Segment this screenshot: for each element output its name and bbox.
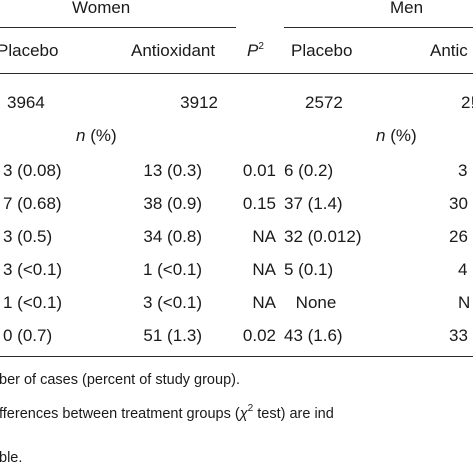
cell-men-antioxidant: N [458,293,471,312]
cell-men-antioxidant: 26 [449,227,468,246]
cell-men-placebo: None [295,293,337,312]
women-spanner-rule [0,27,236,28]
cell-p-value: NA [252,293,276,312]
header-rule [0,73,473,74]
col-header-men-placebo: Placebo [291,41,353,60]
cell-women-placebo: 1 (<0.1) [3,293,63,312]
cell-women-placebo: 3 (<0.1) [3,260,63,279]
cell-women-antioxidant: 38 (0.9) [143,194,202,213]
col-header-women-antioxidant: Antioxidant [131,41,216,60]
cell-p-value: 0.02 [242,326,276,345]
cell-p-value: 0.15 [242,194,276,213]
cell-women-antioxidant: 13 (0.3) [143,161,202,180]
cell-men-antioxidant: 3 [458,161,468,180]
total-women-placebo: 3964 [7,93,45,112]
cell-men-placebo: 37 (1.4) [284,194,343,213]
cell-men-placebo: 32 (0.012) [284,227,362,246]
cell-women-antioxidant: 1 (<0.1) [142,260,202,279]
cell-men-placebo: 6 (0.2) [284,161,334,180]
cell-men-antioxidant: 4 [458,260,468,279]
cell-women-antioxidant: 3 (<0.1) [142,293,202,312]
cell-women-antioxidant: 34 (0.8) [143,227,202,246]
cell-p-value: NA [252,260,276,279]
footnote-1: ber of cases (percent of study group). [0,372,240,388]
group-header-men: Men [390,0,424,17]
cell-men-antioxidant: 30 [449,194,468,213]
group-header-women: Women [72,0,131,17]
footnote-3: ble. [0,450,23,466]
cell-women-antioxidant: 51 (1.3) [143,326,202,345]
total-women-antioxidant: 3912 [180,93,218,112]
men-spanner-rule [284,27,473,28]
unit-text: (%) [390,126,417,145]
cell-men-placebo: 5 (0.1) [284,260,334,279]
cell-women-placebo: 3 (0.08) [3,161,62,180]
table-bottom-rule [0,356,473,357]
cell-p-value: NA [252,227,276,246]
col-header-women-placebo: Placebo [0,41,59,60]
unit-label-women: n (%) [76,126,117,145]
unit-text: (%) [90,126,117,145]
cell-p-value: 0.01 [242,161,276,180]
cell-women-placebo: 7 (0.68) [3,194,62,213]
cell-men-antioxidant: 33 [449,326,468,345]
col-header-p-value: P2 [247,41,264,60]
total-men-antioxidant: 2! [461,93,473,112]
unit-label-men: n (%) [376,126,417,145]
footnote-2: fferences between treatment groups (χ2 t… [0,403,334,422]
col-header-men-antioxidant: Antic [430,41,468,60]
cell-women-placebo: 3 (0.5) [3,227,53,246]
cell-women-placebo: 0 (0.7) [3,326,53,345]
total-men-placebo: 2572 [305,93,343,112]
cell-men-placebo: 43 (1.6) [284,326,343,345]
